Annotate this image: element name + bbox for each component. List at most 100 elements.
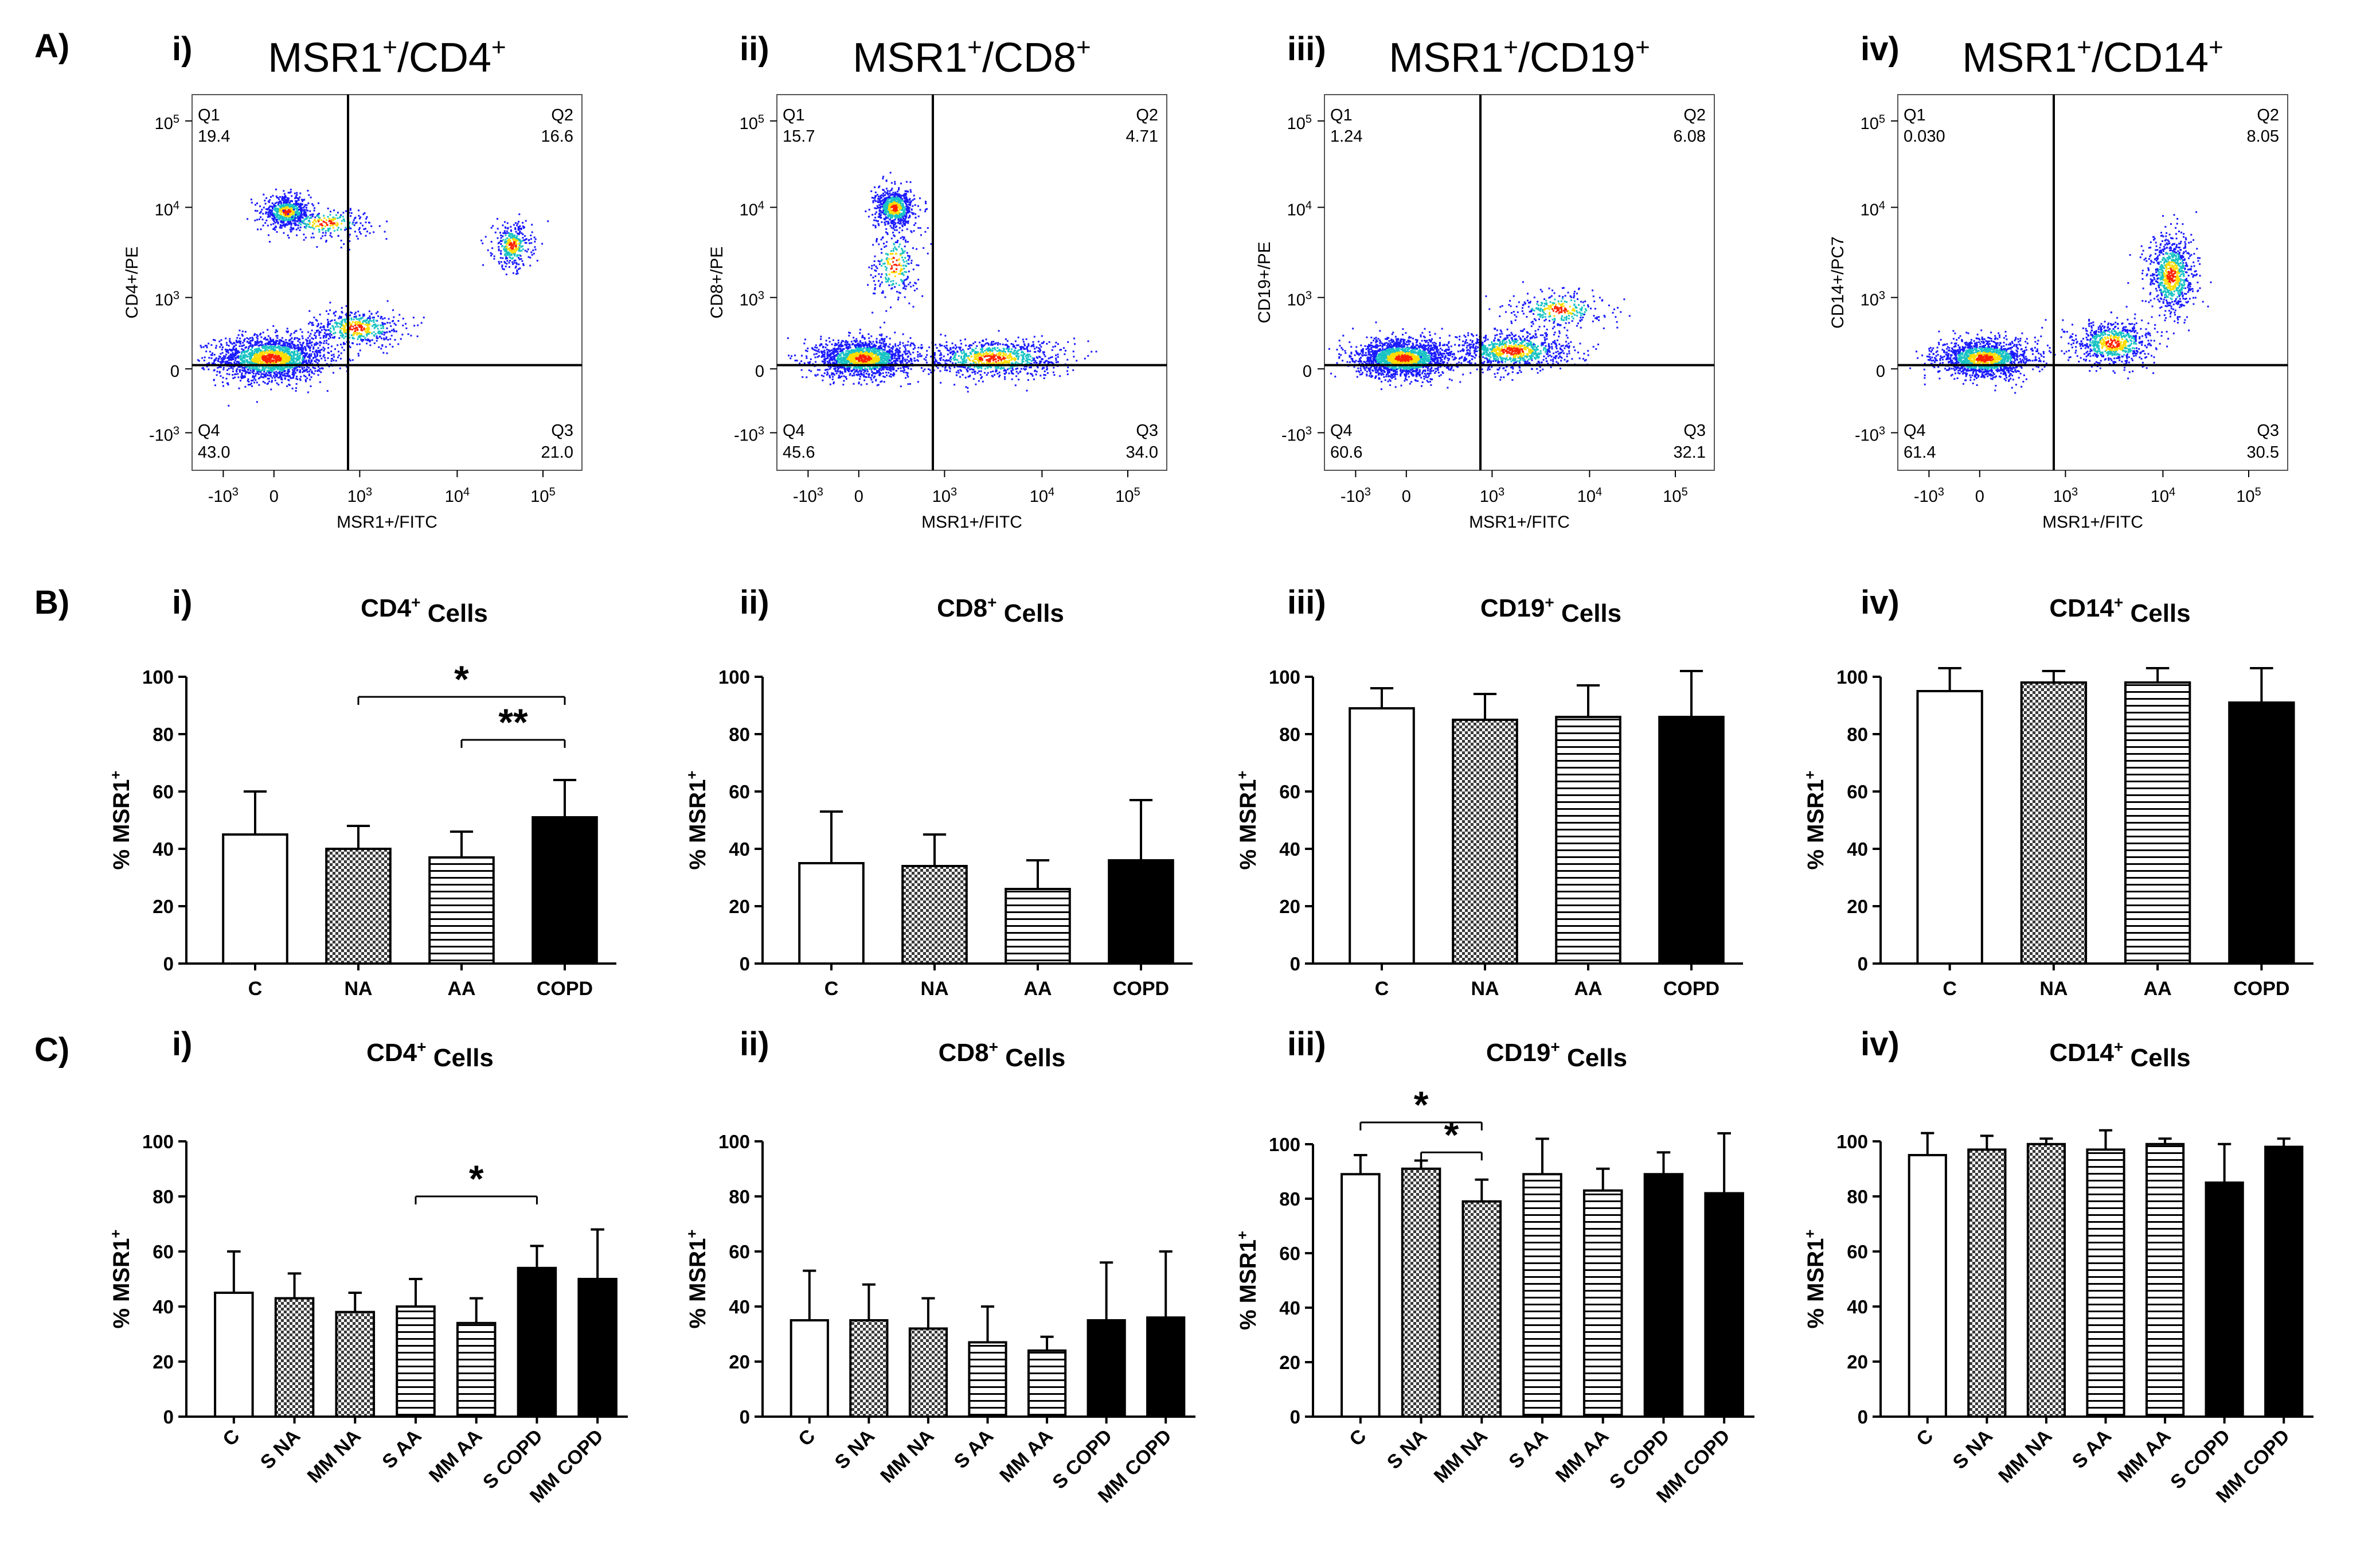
event-dot bbox=[243, 356, 245, 358]
event-dot bbox=[303, 219, 306, 221]
event-dot bbox=[288, 217, 290, 220]
event-dot bbox=[522, 225, 524, 228]
event-dot bbox=[292, 215, 294, 217]
event-dot bbox=[834, 354, 837, 357]
event-dot bbox=[292, 210, 294, 213]
event-dot bbox=[870, 357, 872, 360]
event-dot bbox=[293, 220, 295, 222]
event-dot bbox=[326, 390, 329, 392]
event-dot bbox=[291, 209, 293, 212]
event-dot bbox=[358, 343, 361, 345]
event-dot bbox=[272, 368, 274, 370]
event-dot bbox=[317, 329, 319, 332]
flow-title: MSR1+/CD8+ bbox=[853, 33, 1091, 81]
event-dot bbox=[906, 372, 909, 374]
event-dot bbox=[829, 376, 831, 379]
event-dot bbox=[885, 343, 887, 345]
event-dot bbox=[859, 378, 861, 380]
event-dot bbox=[253, 344, 256, 346]
event-dot bbox=[261, 209, 263, 211]
event-dot bbox=[400, 338, 402, 340]
event-dot bbox=[828, 368, 831, 370]
event-dot bbox=[276, 356, 279, 358]
event-dot bbox=[288, 219, 291, 221]
event-dot bbox=[241, 367, 244, 369]
event-dot bbox=[273, 371, 275, 373]
event-dot bbox=[340, 316, 342, 318]
event-dot bbox=[282, 369, 284, 372]
event-dot bbox=[268, 380, 271, 383]
event-dot bbox=[327, 352, 329, 354]
event-dot bbox=[244, 385, 247, 388]
event-dot bbox=[276, 330, 278, 333]
event-dot bbox=[513, 243, 515, 245]
event-dot bbox=[330, 360, 333, 362]
event-dot bbox=[277, 211, 279, 213]
event-dot bbox=[240, 376, 243, 378]
event-dot bbox=[319, 313, 321, 315]
event-dot bbox=[308, 360, 310, 362]
event-dot bbox=[839, 370, 841, 372]
event-dot bbox=[279, 340, 281, 342]
event-dot bbox=[507, 239, 509, 241]
event-dot bbox=[297, 344, 299, 346]
event-dot bbox=[865, 372, 867, 375]
event-dot bbox=[867, 351, 870, 353]
event-dot bbox=[902, 345, 905, 347]
event-dot bbox=[872, 381, 874, 383]
event-dot bbox=[211, 354, 213, 356]
event-dot bbox=[885, 372, 888, 374]
event-dot bbox=[280, 210, 282, 212]
event-dot bbox=[902, 357, 904, 359]
event-dot bbox=[220, 339, 222, 341]
event-dot bbox=[530, 242, 533, 244]
event-dot bbox=[278, 205, 280, 206]
event-dot bbox=[365, 328, 367, 330]
event-dot bbox=[300, 214, 302, 216]
event-dot bbox=[369, 315, 371, 317]
event-dot bbox=[362, 320, 365, 322]
event-dot bbox=[259, 366, 261, 368]
event-dot bbox=[256, 352, 258, 354]
event-dot bbox=[308, 310, 311, 312]
event-dot bbox=[887, 355, 889, 357]
event-dot bbox=[530, 238, 532, 240]
event-dot bbox=[267, 354, 269, 357]
event-dot bbox=[311, 371, 313, 373]
event-dot bbox=[296, 369, 298, 372]
event-dot bbox=[389, 331, 391, 333]
event-dot bbox=[517, 233, 519, 235]
event-dot bbox=[240, 356, 242, 358]
event-dot bbox=[318, 219, 321, 221]
event-dot bbox=[311, 203, 314, 205]
event-dot bbox=[842, 348, 844, 350]
event-dot bbox=[879, 347, 881, 349]
event-dot bbox=[283, 212, 285, 214]
event-dot bbox=[518, 233, 520, 235]
event-dot bbox=[417, 324, 419, 326]
event-dot bbox=[280, 377, 283, 379]
event-dot bbox=[343, 349, 345, 351]
event-dot bbox=[827, 354, 829, 356]
event-dot bbox=[278, 366, 280, 369]
event-dot bbox=[260, 344, 263, 346]
event-dot bbox=[880, 326, 881, 329]
event-dot bbox=[306, 204, 308, 206]
event-dot bbox=[885, 352, 888, 354]
event-dot bbox=[300, 362, 302, 364]
event-dot bbox=[238, 387, 240, 389]
event-dot bbox=[299, 221, 302, 223]
event-dot bbox=[888, 346, 890, 348]
event-dot bbox=[311, 213, 313, 216]
event-dot bbox=[253, 354, 256, 356]
event-dot bbox=[353, 334, 355, 336]
event-dot bbox=[272, 344, 274, 346]
event-dot bbox=[897, 368, 900, 369]
event-dot bbox=[262, 332, 264, 334]
event-dot bbox=[312, 213, 314, 216]
event-dot bbox=[290, 231, 292, 233]
event-dot bbox=[315, 341, 318, 344]
event-dot bbox=[512, 263, 514, 265]
event-dot bbox=[368, 333, 370, 335]
event-dot bbox=[269, 354, 272, 356]
